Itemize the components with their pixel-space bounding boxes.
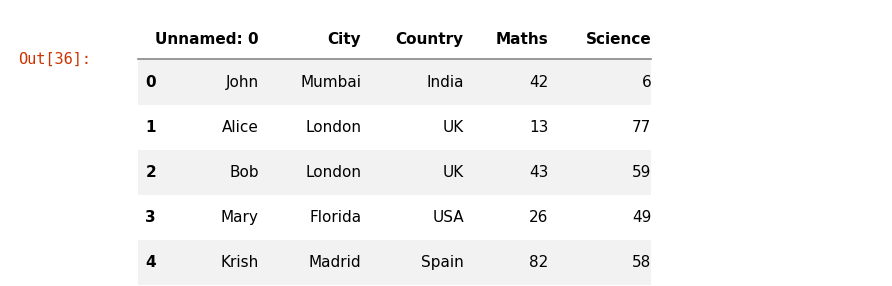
Bar	[138, 105, 651, 150]
Text: Unnamed: 0: Unnamed: 0	[155, 32, 259, 47]
Text: 43: 43	[529, 165, 549, 180]
Text: Alice: Alice	[222, 120, 259, 135]
Text: UK: UK	[442, 120, 464, 135]
Text: John: John	[226, 75, 259, 90]
Text: Krish: Krish	[220, 255, 259, 270]
Text: 0: 0	[145, 75, 156, 90]
Text: London: London	[305, 120, 361, 135]
Bar	[138, 150, 651, 195]
Text: 2: 2	[145, 165, 156, 180]
Text: Madrid: Madrid	[309, 255, 361, 270]
Text: 82: 82	[529, 255, 549, 270]
Text: 1: 1	[145, 120, 156, 135]
Text: 13: 13	[529, 120, 549, 135]
Bar	[138, 59, 651, 105]
Text: Mumbai: Mumbai	[301, 75, 361, 90]
Bar	[138, 195, 651, 240]
Text: 6: 6	[641, 75, 651, 90]
Text: 4: 4	[145, 255, 156, 270]
Text: 42: 42	[529, 75, 549, 90]
Text: Maths: Maths	[496, 32, 549, 47]
Text: Out[36]:: Out[36]:	[18, 51, 91, 66]
Text: 26: 26	[529, 210, 549, 225]
Text: 58: 58	[632, 255, 651, 270]
Text: India: India	[426, 75, 464, 90]
Text: USA: USA	[433, 210, 464, 225]
Text: City: City	[327, 32, 361, 47]
Text: Florida: Florida	[310, 210, 361, 225]
Text: Mary: Mary	[221, 210, 259, 225]
Text: Spain: Spain	[421, 255, 464, 270]
Text: Science: Science	[585, 32, 651, 47]
Text: 77: 77	[632, 120, 651, 135]
Text: Country: Country	[396, 32, 464, 47]
Text: 49: 49	[632, 210, 651, 225]
Text: Bob: Bob	[229, 165, 259, 180]
Bar	[138, 240, 651, 285]
Text: UK: UK	[442, 165, 464, 180]
Text: 59: 59	[632, 165, 651, 180]
Text: 3: 3	[145, 210, 156, 225]
Text: London: London	[305, 165, 361, 180]
